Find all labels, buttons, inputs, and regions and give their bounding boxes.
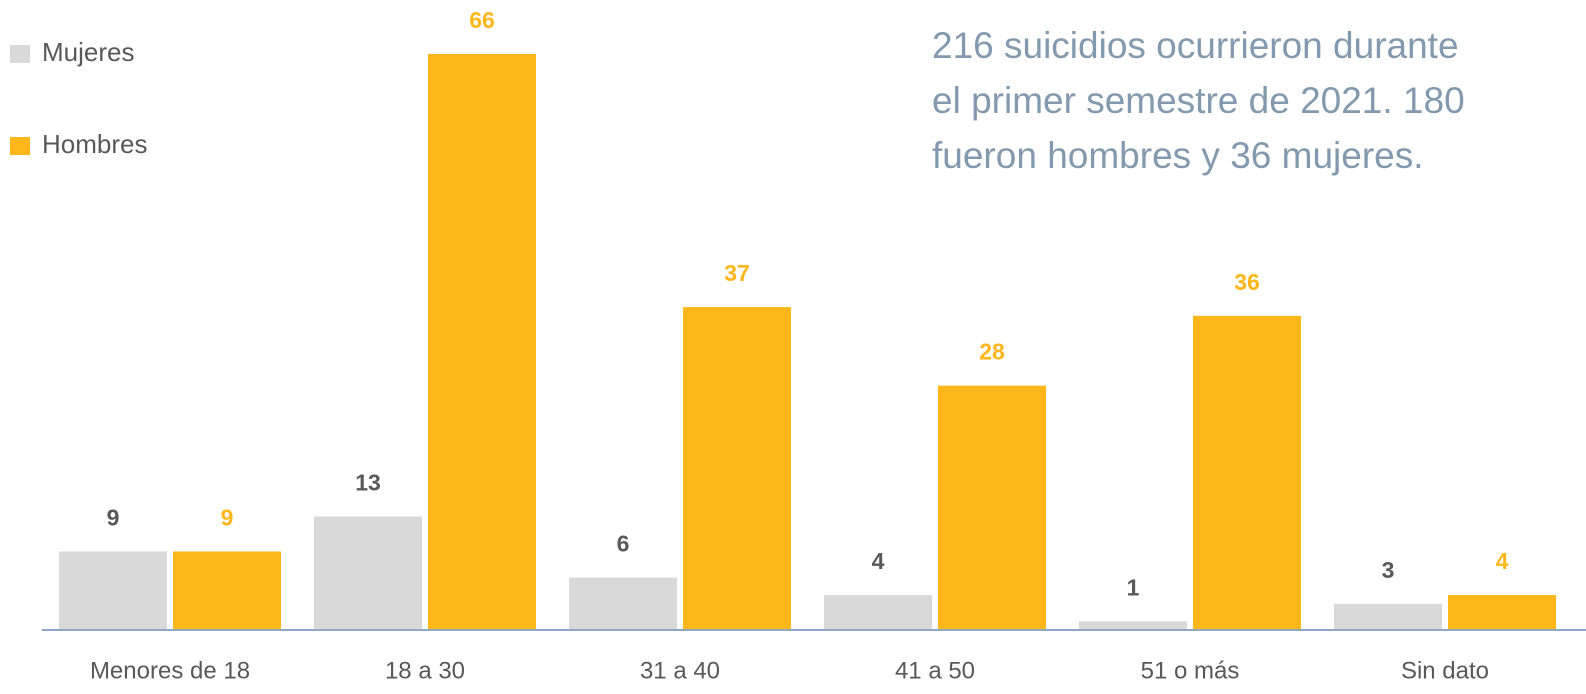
value-label: 3 [1382, 557, 1395, 583]
bar [314, 516, 422, 630]
x-tick-label: 41 a 50 [895, 657, 975, 684]
value-label: 36 [1234, 269, 1260, 295]
value-label: 37 [724, 260, 750, 286]
legend-label: Hombres [42, 129, 147, 159]
legend-swatch [10, 45, 30, 63]
x-tick-label: 51 o más [1141, 657, 1240, 684]
legend-swatch [10, 137, 30, 155]
value-label: 28 [979, 339, 1005, 365]
annotation: el primer semestre de 2021. 180 [932, 80, 1465, 121]
value-label: 9 [221, 505, 234, 531]
value-label: 66 [469, 7, 495, 33]
bar [59, 551, 167, 630]
value-label: 9 [107, 505, 120, 531]
bar [1079, 621, 1187, 630]
bar [1448, 595, 1556, 630]
value-label: 4 [872, 548, 885, 574]
bar [683, 307, 791, 630]
bar [569, 577, 677, 630]
value-label: 1 [1127, 574, 1140, 600]
x-tick-label: Menores de 18 [90, 657, 250, 684]
value-label: 13 [355, 470, 381, 496]
annotation: 216 suicidios ocurrieron durante [932, 25, 1459, 66]
value-label: 6 [617, 531, 630, 557]
x-tick-label: 31 a 40 [640, 657, 720, 684]
bar [1193, 315, 1301, 630]
annotation: fueron hombres y 36 mujeres. [932, 135, 1424, 176]
x-tick-label: 18 a 30 [385, 657, 465, 684]
bar [938, 385, 1046, 630]
legend-label: Mujeres [42, 37, 134, 67]
bar [173, 551, 281, 630]
bar [428, 54, 536, 630]
bar [1334, 603, 1442, 630]
bar [824, 595, 932, 630]
x-tick-label: Sin dato [1401, 657, 1489, 684]
value-label: 4 [1496, 548, 1509, 574]
